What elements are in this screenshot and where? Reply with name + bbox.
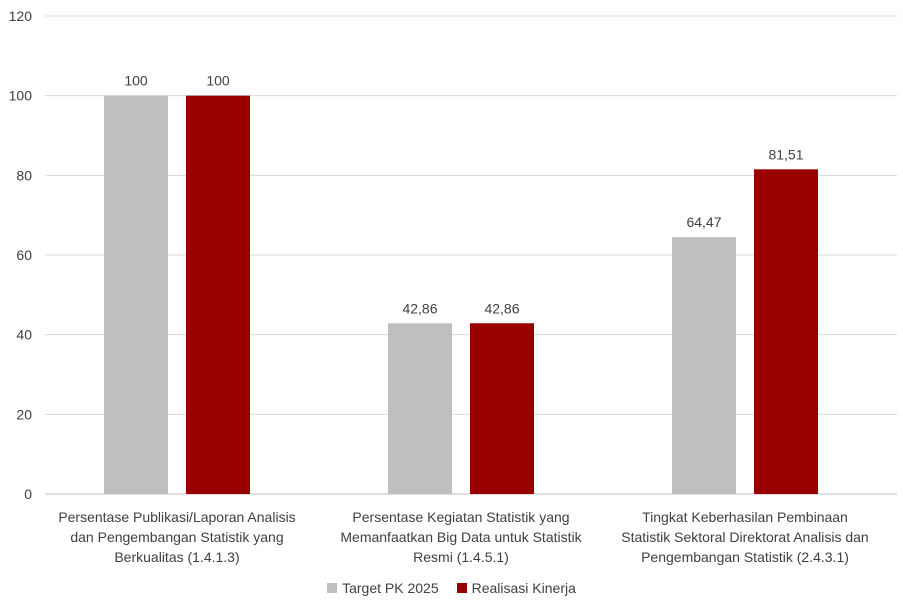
data-label: 100 (206, 73, 230, 89)
legend-swatch-target (327, 583, 338, 593)
x-tick-label: Tingkat Keberhasilan Pembinaan Statistik … (621, 509, 868, 565)
legend-label-realisasi: Realisasi Kinerja (471, 580, 576, 596)
data-label: 100 (124, 73, 148, 89)
x-tick-label-line: Pengembangan Statistik (2.4.3.1) (641, 549, 849, 565)
data-label: 64,47 (686, 214, 721, 230)
data-label: 81,51 (768, 146, 803, 162)
legend-item-target: Target PK 2025 (327, 580, 439, 596)
x-tick-label-line: Persentase Kegiatan Statistik yang (352, 509, 569, 525)
bar-realisasi (186, 95, 250, 495)
x-tick-label-line: Statistik Sektoral Direktorat Analisis d… (621, 529, 868, 545)
bar-target (104, 95, 168, 495)
x-tick-label: Persentase Publikasi/Laporan Analisis dan… (58, 509, 295, 565)
y-tick-label: 80 (16, 167, 32, 183)
legend-label-target: Target PK 2025 (342, 580, 439, 596)
y-tick-label: 0 (24, 486, 32, 502)
y-tick-label: 40 (16, 327, 32, 343)
x-tick-label-line: Persentase Publikasi/Laporan Analisis (58, 509, 295, 525)
bar-target (672, 237, 736, 494)
data-label: 42,86 (484, 300, 519, 316)
x-tick-label-line: Berkualitas (1.4.1.3) (114, 549, 239, 565)
x-tick-label-line: Resmi (1.4.5.1) (413, 549, 509, 565)
y-tick-label: 20 (16, 406, 32, 422)
x-tick-label-line: Memanfaatkan Big Data untuk Statistik (340, 529, 582, 545)
bar-target (388, 323, 452, 494)
y-tick-label: 60 (16, 247, 32, 263)
x-tick-label: Persentase Kegiatan Statistik yang Memanf… (340, 509, 582, 565)
x-tick-label-line: Tingkat Keberhasilan Pembinaan (642, 509, 848, 525)
legend-item-realisasi: Realisasi Kinerja (456, 580, 576, 596)
y-tick-label: 100 (9, 88, 33, 104)
bar-realisasi (754, 169, 818, 495)
data-label: 42,86 (402, 300, 437, 316)
y-tick-label: 120 (9, 8, 33, 24)
legend-swatch-realisasi (456, 583, 467, 593)
bar-realisasi (470, 323, 534, 494)
x-tick-label-line: dan Pengembangan Statistik yang (70, 529, 283, 545)
legend: Target PK 2025 Realisasi Kinerja (0, 580, 903, 596)
